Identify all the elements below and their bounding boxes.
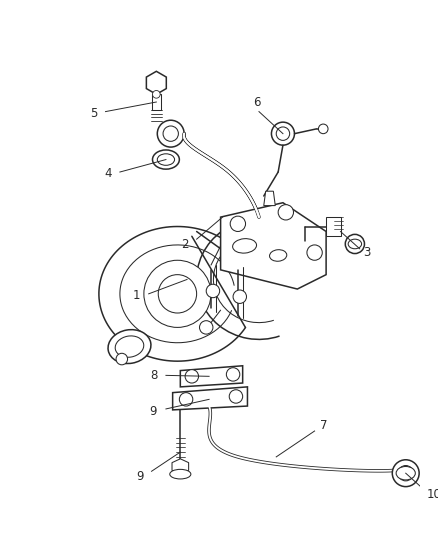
Text: 6: 6: [253, 95, 261, 109]
Circle shape: [179, 393, 193, 406]
Ellipse shape: [152, 150, 179, 169]
Polygon shape: [264, 191, 275, 206]
Circle shape: [206, 284, 219, 297]
Polygon shape: [173, 387, 247, 410]
Text: 4: 4: [105, 167, 112, 181]
Circle shape: [226, 368, 240, 381]
Ellipse shape: [157, 154, 175, 165]
Text: 9: 9: [150, 405, 157, 418]
Circle shape: [144, 260, 211, 327]
Circle shape: [229, 390, 243, 403]
Circle shape: [318, 124, 328, 134]
Polygon shape: [326, 217, 342, 236]
Circle shape: [392, 460, 419, 487]
Text: 5: 5: [90, 107, 98, 120]
Polygon shape: [172, 459, 189, 474]
Circle shape: [276, 127, 290, 140]
Circle shape: [230, 216, 246, 231]
Circle shape: [116, 353, 127, 365]
Circle shape: [278, 205, 293, 220]
Text: 1: 1: [132, 289, 140, 302]
Polygon shape: [180, 366, 243, 387]
Text: 7: 7: [321, 419, 328, 432]
Text: 9: 9: [136, 470, 144, 482]
Ellipse shape: [348, 239, 362, 249]
Polygon shape: [146, 71, 166, 94]
Circle shape: [307, 245, 322, 260]
Ellipse shape: [115, 336, 144, 357]
Polygon shape: [221, 203, 326, 289]
Circle shape: [185, 369, 198, 383]
Text: 2: 2: [181, 238, 189, 252]
Text: 10: 10: [427, 488, 438, 501]
Circle shape: [233, 290, 247, 303]
Ellipse shape: [233, 239, 257, 253]
Circle shape: [398, 465, 413, 481]
Circle shape: [152, 91, 160, 98]
Circle shape: [345, 235, 364, 254]
Ellipse shape: [269, 249, 287, 261]
Circle shape: [272, 122, 294, 145]
Ellipse shape: [170, 470, 191, 479]
Circle shape: [163, 126, 178, 141]
Ellipse shape: [396, 466, 415, 480]
Circle shape: [157, 120, 184, 147]
Text: 3: 3: [363, 246, 370, 259]
Circle shape: [199, 321, 213, 334]
Ellipse shape: [108, 329, 151, 364]
Polygon shape: [152, 94, 161, 110]
Text: 8: 8: [150, 369, 157, 382]
Circle shape: [158, 274, 197, 313]
